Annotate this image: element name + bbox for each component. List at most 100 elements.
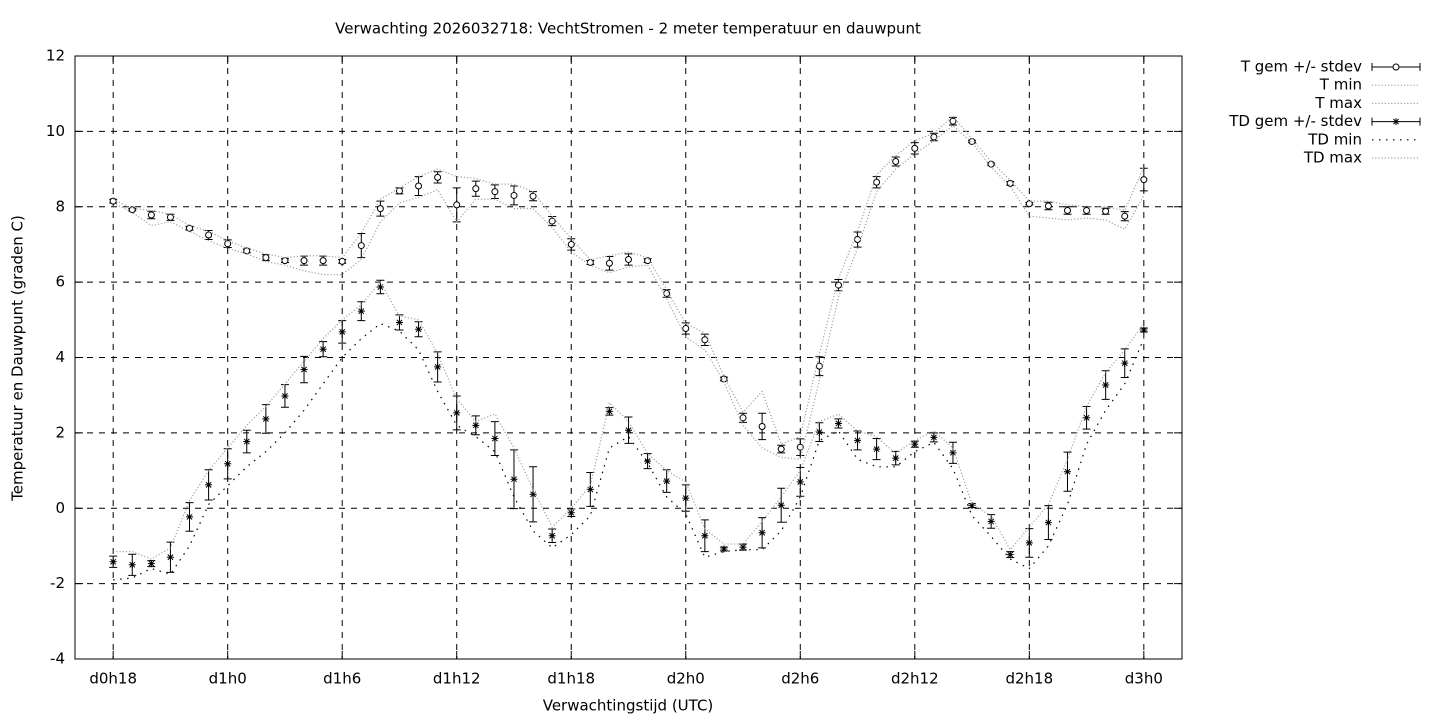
marker [186,224,194,232]
marker [453,409,461,417]
marker [510,191,518,199]
marker [987,517,995,525]
marker [1044,202,1052,210]
y-tick-label: 0 [55,499,65,517]
marker [758,529,766,537]
marker [128,206,136,214]
marker [319,345,327,353]
marker [1392,63,1400,71]
marker [357,242,365,250]
marker [873,445,881,453]
marker [281,257,289,265]
marker [625,426,632,434]
marker [1025,200,1033,208]
marker [1121,359,1129,367]
marker [1044,519,1052,527]
marker [796,478,804,486]
y-tick-label: -2 [50,574,65,592]
marker [224,460,232,468]
marker [510,475,518,483]
x-tick-label: d1h0 [209,670,247,688]
marker [434,173,442,181]
marker [854,236,862,244]
y-tick-label: 12 [46,47,65,65]
marker [911,440,919,448]
y-axis-label: Temperatuur en Dauwpunt (graden C) [9,215,27,502]
marker [1083,207,1091,215]
marker [1006,179,1014,187]
marker [262,254,270,262]
marker [243,247,251,255]
marker [758,422,766,430]
marker [682,494,690,502]
marker [262,415,270,423]
marker [224,240,232,248]
marker [376,283,384,291]
marker [166,553,174,561]
legend-label: TD gem +/- stdev [1228,112,1362,130]
marker [186,513,194,521]
marker [147,560,155,568]
marker [892,454,900,462]
marker [1392,118,1400,126]
marker [338,257,346,265]
marker [128,561,136,569]
y-tick-label: 4 [55,348,65,366]
marker [1063,468,1071,476]
marker [415,325,423,333]
marker [720,545,728,553]
x-tick-label: d0h18 [89,670,137,688]
marker [1102,381,1110,389]
marker [644,257,652,265]
marker [453,201,461,209]
marker [777,445,785,453]
legend-label: T min [1319,76,1362,94]
marker [567,509,575,517]
marker [701,336,709,344]
marker [243,438,251,446]
marker [739,543,747,551]
marker [949,117,957,125]
marker [376,205,384,213]
marker [1140,176,1148,184]
marker [1102,207,1110,215]
marker [529,490,537,498]
x-tick-label: d1h12 [433,670,481,688]
legend-label: TD min [1307,130,1362,148]
marker [205,481,213,489]
y-tick-label: 10 [46,122,65,140]
x-tick-label: d2h0 [667,670,705,688]
x-tick-label: d2h18 [1005,670,1053,688]
marker [739,414,747,422]
marker [472,421,480,429]
marker [605,407,613,415]
marker [166,213,174,221]
marker [548,217,556,225]
marker [682,324,690,332]
marker [663,289,671,297]
marker [567,240,575,248]
marker [205,231,213,239]
series-line [112,115,1145,445]
marker [1121,212,1129,220]
marker [815,428,823,436]
x-tick-label: d1h6 [323,670,361,688]
marker [415,182,423,190]
marker [815,362,823,370]
marker [548,532,556,540]
marker [834,419,842,427]
marker [319,257,327,265]
marker [854,436,862,444]
marker [605,259,613,267]
marker [109,558,117,566]
marker [1063,207,1071,215]
x-tick-label: d3h0 [1125,670,1163,688]
chart-title: Verwachting 2026032718: VechtStromen - 2… [335,20,921,38]
marker [930,433,938,441]
marker [1006,551,1014,559]
marker [663,477,671,485]
marker [300,366,308,374]
